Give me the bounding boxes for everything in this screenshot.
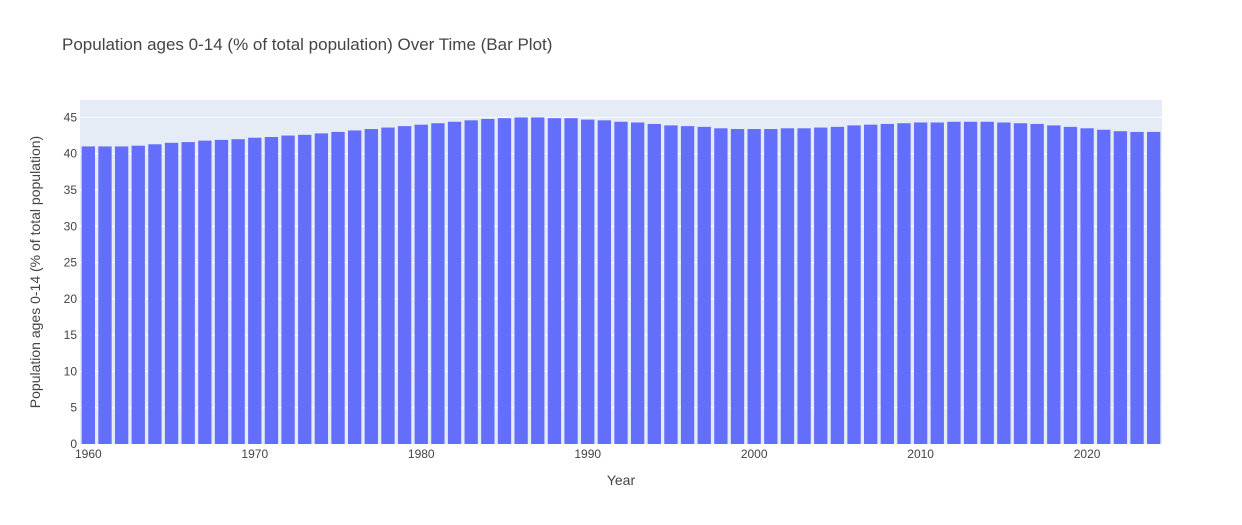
bar-1990: [581, 119, 595, 444]
x-tick-label: 1980: [408, 447, 435, 461]
y-tick-label: 15: [64, 328, 78, 342]
bar-1984: [481, 118, 495, 444]
bar-1979: [397, 126, 412, 444]
bar-1986: [514, 117, 528, 444]
bar-1988: [547, 118, 562, 444]
bar-1970: [248, 137, 262, 444]
bar-1996: [680, 126, 695, 444]
bar-2017: [1030, 123, 1044, 444]
bar-1971: [264, 137, 279, 444]
bar-1969: [231, 139, 245, 444]
bar-1995: [664, 125, 678, 444]
bar-2018: [1047, 125, 1061, 444]
bar-1997: [697, 126, 711, 444]
bar-1980: [414, 124, 428, 444]
bar-2002: [780, 128, 795, 444]
bars: [81, 117, 1161, 445]
bar-2009: [897, 123, 911, 444]
bar-1960: [81, 146, 95, 444]
y-tick-label: 10: [64, 364, 78, 378]
bar-1968: [214, 139, 229, 444]
bar-2021: [1097, 129, 1111, 444]
bar-2008: [880, 123, 894, 444]
x-tick-label: 2010: [907, 447, 934, 461]
bar-1977: [364, 129, 378, 444]
bar-2007: [864, 124, 878, 444]
bar-1991: [597, 120, 612, 444]
bar-2023: [1130, 131, 1144, 444]
x-tick-label: 1970: [241, 447, 268, 461]
bar-2013: [963, 121, 978, 444]
y-tick-label: 0: [70, 437, 77, 451]
bar-2006: [847, 125, 861, 444]
x-axis-title: Year: [607, 472, 636, 488]
bar-1992: [614, 121, 628, 444]
bar-1976: [348, 130, 362, 444]
bar-1978: [381, 127, 395, 444]
bar-2024: [1147, 131, 1161, 444]
y-tick-labels: 0 5 10 15 20 25 30 35 40 45: [64, 110, 78, 451]
y-tick-label: 20: [64, 292, 78, 306]
bar-1972: [281, 135, 295, 444]
bar-1966: [181, 142, 195, 444]
x-tick-labels: 1960 1970 1980 1990 2000 2010 2020: [75, 447, 1101, 461]
bar-2012: [947, 121, 961, 444]
bar-1985: [497, 118, 512, 444]
bar-2005: [830, 126, 845, 444]
bar-1989: [564, 118, 578, 444]
bar-2020: [1080, 128, 1094, 444]
bar-1965: [164, 142, 179, 444]
bar-2019: [1063, 126, 1078, 444]
bar-2016: [1013, 123, 1028, 444]
x-tick-label: 2020: [1074, 447, 1101, 461]
bar-1963: [131, 145, 145, 445]
y-axis-title: Population ages 0-14 (% of total populat…: [27, 136, 43, 408]
y-tick-label: 5: [70, 401, 77, 415]
y-tick-label: 40: [64, 147, 78, 161]
y-tick-label: 35: [64, 183, 78, 197]
bar-1982: [447, 121, 462, 444]
bar-1967: [198, 140, 212, 444]
bar-1993: [630, 122, 645, 444]
bar-1999: [730, 129, 745, 444]
bar-2004: [814, 127, 828, 444]
x-tick-label: 1990: [574, 447, 601, 461]
bar-1964: [148, 144, 162, 445]
bar-2022: [1113, 131, 1128, 444]
bar-2000: [747, 129, 761, 444]
bar-1961: [98, 146, 112, 444]
bar-1962: [114, 146, 129, 444]
bar-2015: [997, 122, 1011, 444]
bar-2003: [797, 128, 811, 444]
bar-2011: [930, 122, 944, 444]
y-tick-label: 45: [64, 110, 78, 124]
bar-2001: [764, 129, 778, 444]
bar-1981: [431, 123, 445, 444]
bar-1998: [714, 128, 728, 444]
bar-1973: [298, 134, 312, 444]
bar-1987: [531, 117, 545, 444]
y-tick-label: 25: [64, 256, 78, 270]
bar-1983: [464, 120, 478, 444]
bar-2014: [980, 121, 994, 444]
x-tick-label: 1960: [75, 447, 102, 461]
bar-1975: [331, 131, 345, 444]
chart-title: Population ages 0-14 (% of total populat…: [62, 35, 552, 54]
y-tick-label: 30: [64, 219, 78, 233]
x-tick-label: 2000: [741, 447, 768, 461]
bar-2010: [913, 122, 928, 444]
bar-1994: [647, 123, 661, 444]
bar-1974: [314, 133, 329, 444]
